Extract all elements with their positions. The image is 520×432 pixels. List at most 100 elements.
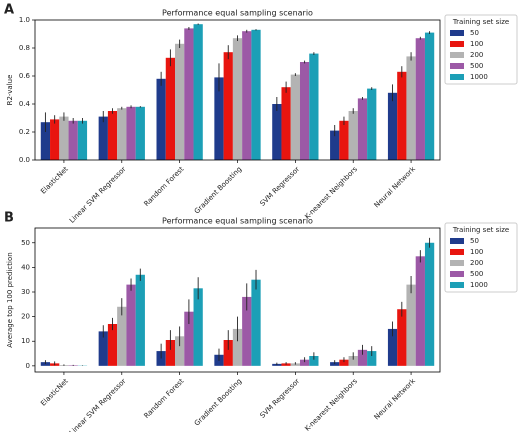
bar (50, 119, 60, 160)
legend-label: 200 (470, 259, 483, 267)
bar (156, 78, 166, 160)
bar (272, 104, 282, 160)
bar (367, 88, 377, 160)
bar (330, 130, 340, 160)
x-tick-label: Linear SVM Regressor (68, 377, 128, 432)
x-tick-label: SVM Regressor (259, 377, 302, 420)
legend-title: Training set size (452, 18, 509, 26)
bar (107, 111, 118, 160)
y-tick-label: 0.4 (19, 100, 31, 108)
bar (397, 309, 407, 366)
y-axis-label: R2-value (6, 75, 14, 106)
bar (348, 111, 358, 160)
bar (184, 28, 194, 161)
bar (424, 242, 435, 366)
y-axis-label: Average top 100 prediction (6, 252, 14, 347)
panel-label: A (4, 3, 14, 18)
bar (387, 92, 398, 160)
bar (165, 57, 176, 160)
bar (98, 331, 108, 366)
bar (40, 122, 51, 160)
x-tick-label: Linear SVM Regressor (68, 165, 128, 225)
y-tick-label: 0.8 (19, 44, 30, 52)
y-tick-label: 10 (21, 337, 30, 345)
bar (251, 279, 261, 366)
bar (251, 29, 261, 160)
legend-swatch (450, 74, 464, 80)
bar (357, 98, 368, 160)
y-tick-label: 0.6 (19, 72, 31, 80)
bar (299, 62, 310, 160)
bar (214, 77, 224, 160)
bar (68, 120, 78, 160)
legend-label: 50 (470, 29, 479, 37)
y-tick-label: 1.0 (19, 16, 30, 24)
plot-frame (34, 227, 441, 373)
bar (397, 71, 407, 160)
legend-swatch (450, 271, 464, 277)
x-tick-label: K-nearest Neighbors (303, 165, 359, 221)
legend-title: Training set size (452, 226, 509, 234)
bar (299, 359, 310, 366)
legend-label: 500 (470, 62, 483, 70)
bar (98, 116, 108, 160)
bar (290, 74, 300, 160)
bar (406, 56, 416, 160)
bar (126, 284, 136, 366)
bar (117, 306, 127, 366)
chart-title: Performance equal sampling scenario (162, 217, 313, 226)
bar (424, 32, 435, 160)
panel-label: B (4, 211, 14, 226)
bar (126, 106, 136, 160)
bar (309, 356, 319, 366)
bar (77, 120, 88, 160)
y-tick-label: 0 (26, 362, 30, 370)
legend-label: 1000 (470, 281, 488, 289)
bar (348, 356, 358, 366)
bar (415, 256, 425, 366)
bar (339, 120, 349, 160)
legend-label: 500 (470, 270, 483, 278)
y-tick-label: 30 (21, 288, 30, 296)
bar (223, 340, 233, 366)
legend-swatch (450, 52, 464, 58)
bar (415, 38, 425, 161)
x-tick-label: Gradient Boosting (193, 377, 243, 427)
y-tick-label: 0.0 (19, 156, 30, 164)
bar (406, 284, 416, 366)
legend-swatch (450, 282, 464, 288)
plot-frame (34, 19, 441, 161)
legend-swatch (450, 238, 464, 244)
bar (223, 52, 233, 161)
x-tick-label: ElasticNet (39, 165, 70, 196)
bar (309, 53, 319, 160)
bar (193, 288, 203, 366)
bar (107, 324, 118, 366)
legend-swatch (450, 260, 464, 266)
bar (135, 274, 145, 366)
legend-swatch (450, 249, 464, 255)
bar (387, 328, 398, 366)
x-tick-label: SVM Regressor (259, 165, 302, 208)
legend-label: 100 (470, 40, 483, 48)
bar (232, 328, 243, 366)
x-tick-label: ElasticNet (39, 377, 70, 408)
x-tick-label: Random Forest (143, 377, 186, 420)
bar (367, 351, 377, 366)
bar (135, 106, 145, 160)
legend-swatch (450, 63, 464, 69)
bar (242, 31, 252, 161)
x-tick-label: K-nearest Neighbors (303, 377, 359, 432)
x-tick-label: Gradient Boosting (193, 165, 243, 215)
y-tick-label: 0.2 (19, 128, 30, 136)
y-tick-label: 40 (21, 263, 30, 271)
bar (175, 336, 185, 366)
x-tick-label: Random Forest (143, 165, 186, 208)
bar (242, 296, 252, 366)
legend-swatch (450, 30, 464, 36)
x-tick-label: Neural Network (373, 165, 418, 210)
legend-label: 200 (470, 51, 483, 59)
bar (59, 116, 69, 160)
bar (357, 349, 368, 366)
